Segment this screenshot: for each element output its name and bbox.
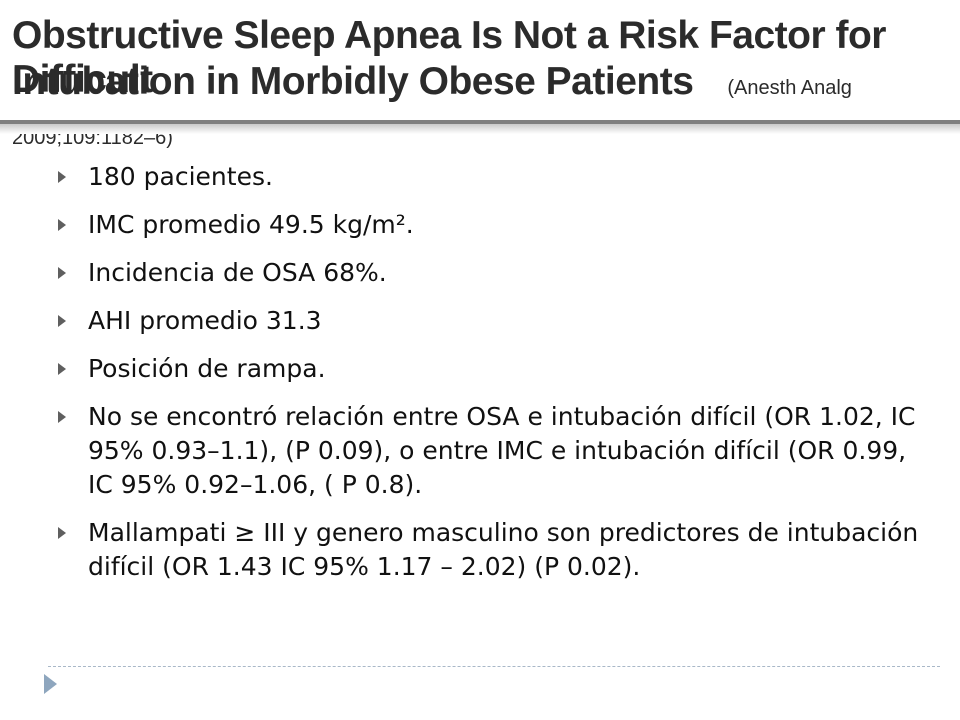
title-line-2: Intubation in Morbidly Obese Patients (An…	[12, 60, 952, 160]
bullet-item: AHI promedio 31.3	[56, 304, 936, 338]
bullet-text: AHI promedio 31.3	[88, 306, 322, 335]
bullet-item: Mallampati ≥ III y genero masculino son …	[56, 516, 936, 584]
bullet-text: Posición de rampa.	[88, 354, 326, 383]
bullet-item: 180 pacientes.	[56, 160, 936, 194]
triangle-right-icon	[58, 267, 66, 279]
slide-title: Obstructive Sleep Apnea Is Not a Risk Fa…	[12, 8, 952, 149]
bullet-item: Posición de rampa.	[56, 352, 936, 386]
bullet-text: No se encontró relación entre OSA e intu…	[88, 402, 916, 499]
footer-divider	[48, 666, 940, 667]
triangle-right-icon	[58, 219, 66, 231]
triangle-right-icon	[58, 315, 66, 327]
chevron-right-icon	[44, 674, 57, 694]
bullet-text: Mallampati ≥ III y genero masculino son …	[88, 518, 919, 581]
triangle-right-icon	[58, 171, 66, 183]
title-line-2-text: Intubation in Morbidly Obese Patients	[12, 60, 694, 103]
bullet-text: Incidencia de OSA 68%.	[88, 258, 387, 287]
bullet-item: No se encontró relación entre OSA e intu…	[56, 400, 936, 502]
bullet-list: 180 pacientes. IMC promedio 49.5 kg/m². …	[56, 160, 936, 598]
bullet-text: 180 pacientes.	[88, 162, 273, 191]
triangle-right-icon	[58, 363, 66, 375]
triangle-right-icon	[58, 411, 66, 423]
bullet-item: Incidencia de OSA 68%.	[56, 256, 936, 290]
title-divider	[0, 120, 960, 124]
bullet-item: IMC promedio 49.5 kg/m².	[56, 208, 936, 242]
triangle-right-icon	[58, 527, 66, 539]
title-line-1: Obstructive Sleep Apnea Is Not a Risk Fa…	[12, 14, 886, 101]
bullet-text: IMC promedio 49.5 kg/m².	[88, 210, 414, 239]
title-divider-shadow	[0, 124, 960, 134]
